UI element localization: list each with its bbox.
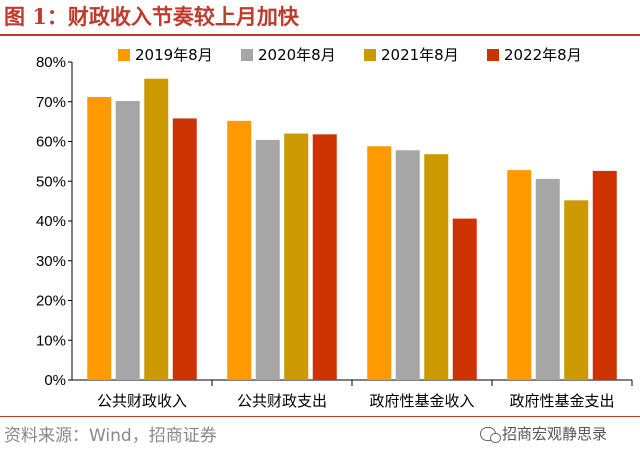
- bar: [395, 150, 420, 380]
- bar: [312, 134, 337, 380]
- legend-label: 2019年8月: [135, 46, 213, 64]
- y-tick-label: 30%: [36, 253, 66, 270]
- chart-title: 图 1：财政收入节奏较上月加快: [4, 4, 299, 29]
- bar-chart: 0% 10% 20% 30% 40% 50% 60% 70% 80% 公共财政收入 公共财政支出 政府…: [36, 46, 633, 410]
- legend-label: 2022年8月: [504, 46, 582, 64]
- y-tick-label: 60%: [36, 134, 66, 151]
- bar: [564, 200, 589, 380]
- x-tick-label: 公共财政收入: [97, 392, 187, 410]
- legend-swatch: [241, 49, 253, 61]
- legend-swatch: [364, 49, 376, 61]
- bar: [87, 96, 112, 381]
- legend-swatch: [118, 49, 130, 61]
- bar: [367, 146, 392, 380]
- legend-swatch: [487, 49, 499, 61]
- y-tick-label: 0%: [44, 372, 66, 389]
- x-tick-label: 公共财政支出: [237, 392, 327, 410]
- bar: [592, 170, 617, 380]
- y-tick-label: 70%: [36, 94, 66, 111]
- bar: [227, 120, 252, 380]
- wechat-icon: [480, 426, 501, 443]
- bar: [115, 100, 140, 380]
- y-tick-label: 40%: [36, 213, 66, 230]
- bar: [284, 133, 309, 380]
- bar: [144, 78, 169, 380]
- y-tick-label: 50%: [36, 173, 66, 190]
- y-tick-label: 80%: [36, 54, 66, 71]
- footer-divider: [0, 416, 640, 417]
- title-divider: [0, 34, 640, 36]
- watermark: 招商宏观静思录: [480, 423, 607, 444]
- bar: [535, 178, 560, 380]
- bar: [424, 154, 449, 380]
- y-tick-label: 20%: [36, 293, 66, 310]
- bar: [507, 170, 532, 380]
- bar: [452, 218, 477, 380]
- watermark-label: 招商宏观静思录: [502, 425, 608, 443]
- bar: [172, 118, 197, 380]
- y-tick-label: 10%: [36, 332, 66, 349]
- source-note: 资料来源：Wind，招商证券: [4, 426, 217, 446]
- legend-label: 2021年8月: [381, 46, 459, 64]
- bar: [255, 139, 280, 380]
- x-tick-label: 政府性基金支出: [509, 392, 614, 410]
- legend-label: 2020年8月: [258, 46, 336, 64]
- x-tick-label: 政府性基金收入: [369, 392, 474, 410]
